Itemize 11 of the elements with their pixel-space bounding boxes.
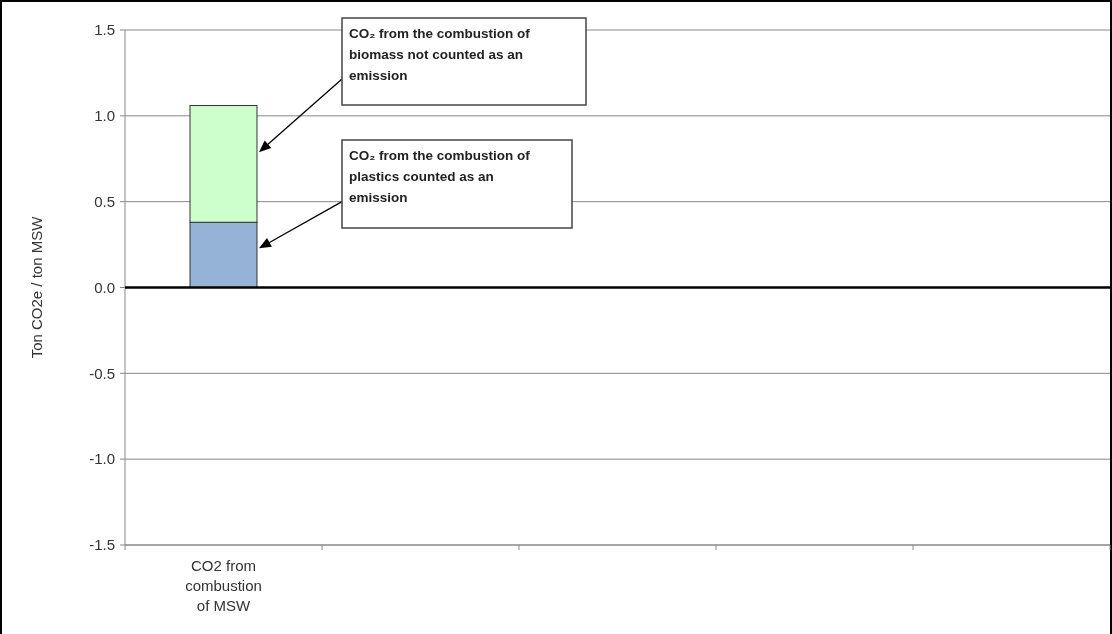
y-tick-label: -1.5: [89, 536, 115, 554]
x-tick-label: CO2 from combustion of MSW: [185, 557, 262, 614]
y-tick-label: 0.5: [94, 192, 115, 210]
y-tick-label: 0.0: [94, 278, 115, 296]
y-tick-label: -0.5: [89, 364, 115, 382]
annotation: CO₂ from the combustion of biomass not counted as an emission: [349, 26, 531, 83]
y-tick-label: -1.0: [89, 450, 115, 468]
y-tick-label: 1.0: [94, 107, 115, 125]
y-axis-title: Ton CO2e / ton MSW: [28, 215, 45, 359]
y-tick-label: 1.5: [94, 21, 115, 39]
annotation: CO₂ from the combustion of plastics counted as an emission: [349, 148, 531, 205]
